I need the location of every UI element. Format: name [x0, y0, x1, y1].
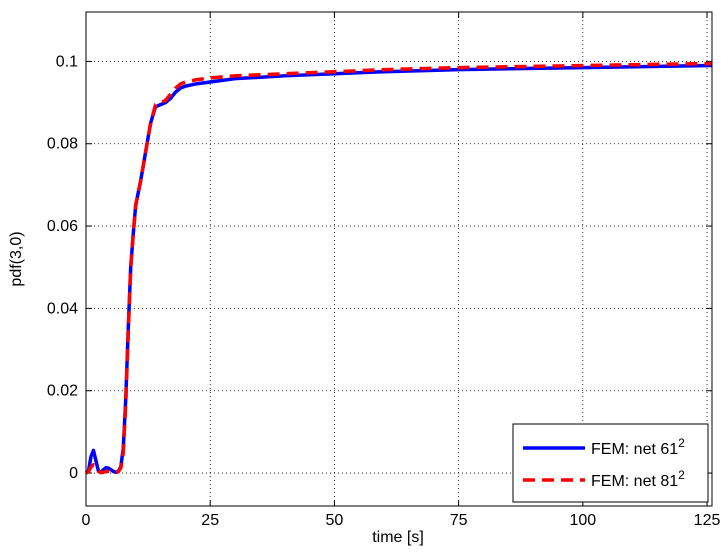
series-line — [85, 61, 713, 475]
legend-box — [512, 423, 709, 503]
x-tick-label: 50 — [326, 512, 344, 529]
x-tick-label: 0 — [82, 512, 91, 529]
x-tick-label: 25 — [201, 512, 219, 529]
y-axis-label: pdf(3,0) — [8, 231, 25, 286]
y-tick-label: 0 — [69, 465, 78, 482]
legend-label: FEM: net 812 — [591, 468, 685, 490]
x-axis-label: time [s] — [372, 529, 424, 546]
legend-label: FEM: net 612 — [591, 436, 685, 458]
y-tick-label: 0.1 — [56, 53, 78, 70]
y-tick-label: 0.02 — [47, 383, 78, 400]
axes-frame — [85, 11, 713, 507]
x-tick-label: 100 — [569, 512, 596, 529]
y-tick-label: 0.04 — [47, 300, 78, 317]
y-tick-label: 0.08 — [47, 136, 78, 153]
plot-area: 0 25 50 75 100 125 0 0.02 0.04 0.06 0.08 0.1 FEM: ne… — [47, 11, 721, 529]
y-tick-label: 0.06 — [47, 218, 78, 235]
x-tick-label: 75 — [450, 512, 468, 529]
x-tick-label: 125 — [694, 512, 721, 529]
